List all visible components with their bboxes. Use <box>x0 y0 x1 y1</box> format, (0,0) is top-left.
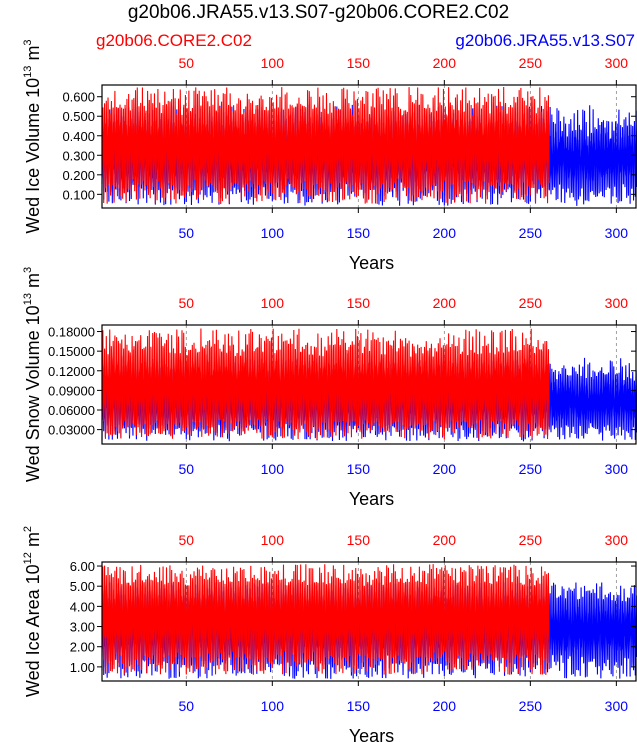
top-tick-label: 100 <box>261 295 285 311</box>
top-tick-label: 250 <box>519 532 543 548</box>
y-tick-label: 3.00 <box>70 620 95 635</box>
bottom-tick-label: 200 <box>433 461 457 477</box>
top-tick-label: 100 <box>261 532 285 548</box>
top-tick-label: 200 <box>433 532 457 548</box>
bottom-tick-label: 150 <box>347 461 371 477</box>
y-tick-label: 0.500 <box>62 109 95 124</box>
top-tick-label: 300 <box>605 295 629 311</box>
top-tick-label: 150 <box>347 532 371 548</box>
bottom-tick-label: 150 <box>347 225 371 241</box>
top-tick-label: 100 <box>261 55 285 71</box>
bottom-tick-label: 50 <box>179 461 195 477</box>
legend-red-case: g20b06.CORE2.C02 <box>96 31 252 50</box>
top-tick-label: 50 <box>179 532 195 548</box>
x-axis-label: Years <box>349 253 394 273</box>
bottom-tick-label: 200 <box>433 698 457 714</box>
y-axis-label: Wed Ice Area 1012 m2 <box>22 526 43 697</box>
top-tick-label: 250 <box>519 55 543 71</box>
bottom-tick-label: 300 <box>605 698 629 714</box>
top-tick-label: 200 <box>433 55 457 71</box>
y-tick-label: 0.06000 <box>48 403 95 418</box>
bottom-tick-label: 100 <box>261 461 285 477</box>
y-tick-label: 0.100 <box>62 187 95 202</box>
bottom-tick-label: 150 <box>347 698 371 714</box>
top-tick-label: 300 <box>605 55 629 71</box>
y-tick-label: 6.00 <box>70 559 95 574</box>
top-tick-label: 300 <box>605 532 629 548</box>
top-tick-label: 150 <box>347 55 371 71</box>
bottom-tick-label: 100 <box>261 225 285 241</box>
series-red-line <box>101 86 550 205</box>
chart-title: g20b06.JRA55.v13.S07-g20b06.CORE2.C02 <box>127 2 510 23</box>
x-axis-label: Years <box>349 726 394 742</box>
top-tick-label: 50 <box>179 295 195 311</box>
bottom-tick-label: 100 <box>261 698 285 714</box>
y-axis-label: Wed Ice Volume 1013 m3 <box>22 39 43 233</box>
y-axis-label: Wed Snow Volume 1013 m3 <box>22 267 43 482</box>
y-tick-label: 2.00 <box>70 640 95 655</box>
bottom-tick-label: 250 <box>519 225 543 241</box>
y-tick-label: 0.09000 <box>48 383 95 398</box>
y-tick-label: 1.00 <box>70 660 95 675</box>
top-tick-label: 50 <box>179 55 195 71</box>
plot-frame-1 <box>101 84 637 209</box>
bottom-tick-label: 250 <box>519 461 543 477</box>
series-red-line <box>101 328 550 440</box>
bottom-tick-label: 50 <box>179 698 195 714</box>
x-axis-label: Years <box>349 489 394 509</box>
y-tick-label: 0.300 <box>62 148 95 163</box>
y-tick-label: 0.03000 <box>48 423 95 438</box>
bottom-tick-label: 50 <box>179 225 195 241</box>
top-tick-label: 200 <box>433 295 457 311</box>
y-tick-label: 0.600 <box>62 90 95 105</box>
y-tick-label: 0.15000 <box>48 344 95 359</box>
series-red-line <box>101 564 550 675</box>
plot-frame-3 <box>101 561 637 682</box>
y-tick-label: 0.12000 <box>48 364 95 379</box>
y-tick-label: 4.00 <box>70 599 95 614</box>
legend-blue-case: g20b06.JRA55.v13.S07 <box>455 31 635 50</box>
bottom-tick-label: 300 <box>605 461 629 477</box>
bottom-tick-label: 200 <box>433 225 457 241</box>
plot-frame-2 <box>101 324 637 445</box>
y-tick-label: 0.400 <box>62 129 95 144</box>
bottom-tick-label: 300 <box>605 225 629 241</box>
y-tick-label: 0.200 <box>62 168 95 183</box>
top-tick-label: 250 <box>519 295 543 311</box>
y-tick-label: 0.18000 <box>48 325 95 340</box>
top-tick-label: 150 <box>347 295 371 311</box>
bottom-tick-label: 250 <box>519 698 543 714</box>
y-tick-label: 5.00 <box>70 579 95 594</box>
